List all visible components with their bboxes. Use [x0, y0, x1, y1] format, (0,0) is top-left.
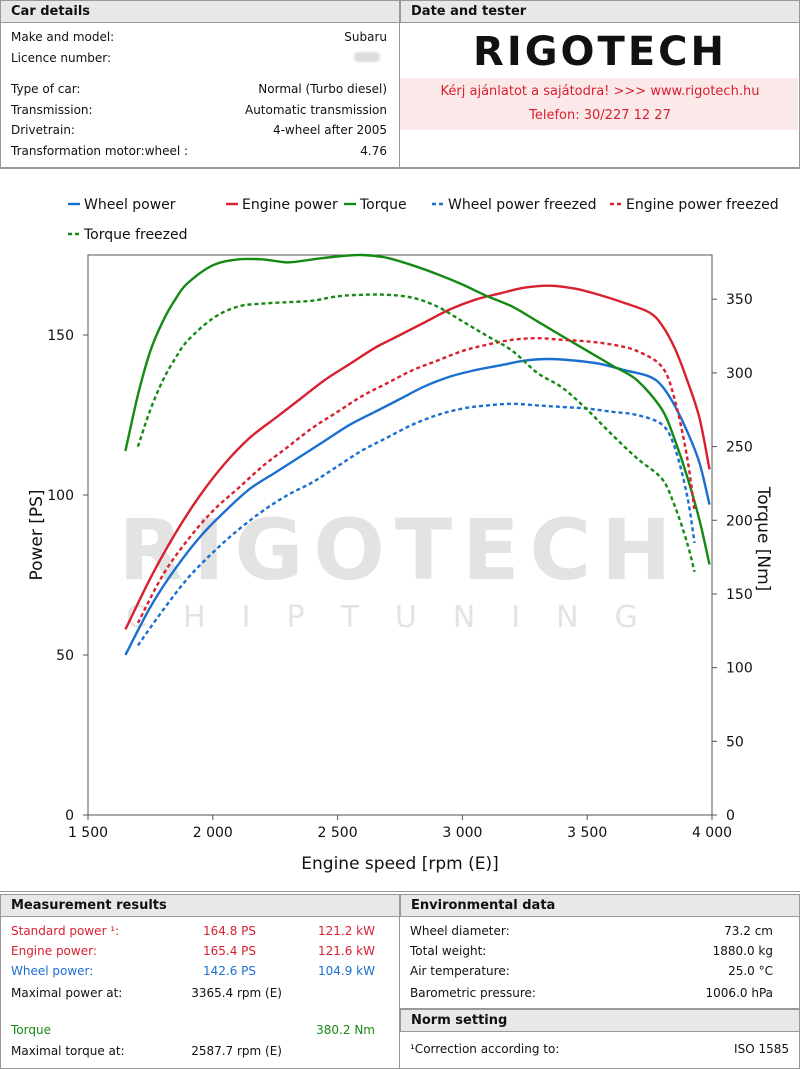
environment-panel: Wheel diameter: 73.2 cm Total weight: 18… — [400, 917, 800, 1009]
y-tick-label: 0 — [65, 808, 74, 824]
watermark-sub: CHIPTUNING — [126, 600, 674, 635]
y2-tick-label: 100 — [726, 661, 753, 677]
y2-tick-label: 250 — [726, 440, 753, 456]
licence-label: Licence number: — [11, 51, 112, 65]
type-value: Normal (Turbo diesel) — [258, 82, 387, 96]
total-weight-label: Total weight: — [410, 944, 487, 958]
car-details-panel: Make and model: Subaru Licence number: T… — [0, 23, 400, 168]
promo-line1: Kérj ajánlatot a sajátodra! >>> www.rigo… — [440, 84, 760, 99]
watermark-brand: RIGOTECH — [119, 501, 682, 599]
correction-value: ISO 1585 — [734, 1042, 789, 1056]
series-line-torque — [124, 253, 711, 565]
drivetrain-label: Drivetrain: — [11, 123, 75, 137]
air-temp-value: 25.0 °C — [728, 964, 773, 978]
legend-label-engine-power-freezed: Engine power freezed — [626, 197, 779, 213]
engine-power-label: Engine power: — [11, 944, 97, 958]
max-power-value: 3365.4 rpm (E) — [191, 986, 282, 1000]
y-axis-ticks: 0 50 100 150 — [47, 328, 88, 824]
y-axis-label: Power [PS] — [27, 489, 47, 580]
correction-label: ¹Correction according to: — [410, 1042, 560, 1056]
max-torque-label: Maximal torque at: — [11, 1044, 125, 1058]
legend-label-wheel-power-freezed: Wheel power freezed — [448, 197, 596, 213]
ratio-label: Transformation motor:wheel : — [11, 144, 189, 158]
y-tick-label: 50 — [56, 648, 74, 664]
y2-tick-label: 200 — [726, 513, 753, 529]
legend-label-torque-freezed: Torque freezed — [83, 227, 188, 243]
drivetrain-value: 4-wheel after 2005 — [272, 123, 387, 137]
measurement-header: Measurement results — [0, 894, 400, 917]
series-lines — [124, 253, 711, 656]
date-tester-header: Date and tester — [400, 0, 800, 23]
torque-value: 380.2 Nm — [316, 1023, 375, 1037]
x-tick-label: 2 000 — [193, 825, 233, 841]
wheel-diameter-value: 73.2 cm — [724, 924, 773, 938]
total-weight-value: 1880.0 kg — [712, 944, 773, 958]
ratio-value: 4.76 — [360, 144, 387, 158]
legend-label-torque: Torque — [359, 197, 407, 213]
series-line-engine-power-freezed — [136, 337, 696, 624]
promo-line2: Telefon: 30/227 12 27 — [529, 108, 671, 123]
wheel-power-kw: 104.9 kW — [318, 964, 375, 978]
standard-power-ps: 164.8 PS — [202, 924, 256, 938]
type-label: Type of car: — [11, 82, 81, 96]
x-tick-label: 3 500 — [567, 825, 607, 841]
series-line-engine-power — [124, 284, 711, 630]
make-value: Subaru — [344, 30, 387, 44]
transmission-value: Automatic transmission — [244, 103, 387, 117]
standard-power-kw: 121.2 kW — [318, 924, 375, 938]
y2-axis-label: Torque [Nm] — [753, 486, 773, 592]
environment-header: Environmental data — [400, 894, 800, 917]
rigotech-logo: RIGOTECH — [400, 24, 800, 78]
y2-tick-label: 150 — [726, 587, 753, 603]
wheel-power-label: Wheel power: — [11, 964, 94, 978]
promo-band — [400, 78, 798, 130]
legend: Wheel power Engine power Torque Wheel power… — [68, 197, 779, 243]
norm-header: Norm setting — [400, 1009, 800, 1032]
baro-label: Barometric pressure: — [410, 986, 536, 1000]
y2-tick-label: 300 — [726, 366, 753, 382]
logo-text: RIGOTECH — [473, 29, 727, 75]
transmission-label: Transmission: — [11, 103, 93, 117]
car-details-header: Car details — [0, 0, 400, 23]
y2-tick-label: 350 — [726, 292, 753, 308]
measurement-panel: Standard power ¹: 164.8 PS 121.2 kW Engi… — [0, 917, 400, 1069]
air-temp-label: Air temperature: — [410, 964, 510, 978]
x-tick-label: 2 500 — [318, 825, 358, 841]
engine-power-kw: 121.6 kW — [318, 944, 375, 958]
x-tick-label: 3 000 — [442, 825, 482, 841]
series-line-wheel-power — [124, 357, 711, 656]
y2-tick-label: 50 — [726, 734, 744, 750]
max-power-label: Maximal power at: — [11, 986, 123, 1000]
x-tick-label: 4 000 — [692, 825, 732, 841]
max-torque-value: 2587.7 rpm (E) — [191, 1044, 282, 1058]
series-line-torque-freezed — [136, 293, 696, 573]
y-tick-label: 100 — [47, 488, 74, 504]
engine-power-ps: 165.4 PS — [202, 944, 256, 958]
legend-label-wheel-power: Wheel power — [84, 197, 176, 213]
licence-redacted — [354, 52, 380, 62]
make-label: Make and model: — [11, 30, 115, 44]
baro-value: 1006.0 hPa — [705, 986, 773, 1000]
x-tick-label: 1 500 — [68, 825, 108, 841]
x-axis-ticks: 1 500 2 000 2 500 3 000 3 500 4 000 — [68, 815, 732, 841]
legend-label-engine-power: Engine power — [242, 197, 338, 213]
watermark: RIGOTECH CHIPTUNING — [119, 501, 682, 635]
wheel-power-ps: 142.6 PS — [202, 964, 256, 978]
wheel-diameter-label: Wheel diameter: — [410, 924, 510, 938]
y-tick-label: 150 — [47, 328, 74, 344]
y2-tick-label: 0 — [726, 808, 735, 824]
chart-frame: RIGOTECH CHIPTUNING Wheel power Engine po… — [0, 168, 800, 892]
dyno-chart: RIGOTECH CHIPTUNING Wheel power Engine po… — [27, 197, 779, 874]
x-axis-label: Engine speed [rpm (E)] — [301, 854, 498, 874]
torque-label: Torque — [11, 1023, 51, 1037]
standard-power-label: Standard power ¹: — [11, 924, 120, 938]
norm-panel: ¹Correction according to: ISO 1585 — [400, 1032, 800, 1069]
plot-area — [87, 254, 713, 816]
y2-axis-ticks: 0 50 100 150 200 250 300 350 — [712, 292, 753, 824]
